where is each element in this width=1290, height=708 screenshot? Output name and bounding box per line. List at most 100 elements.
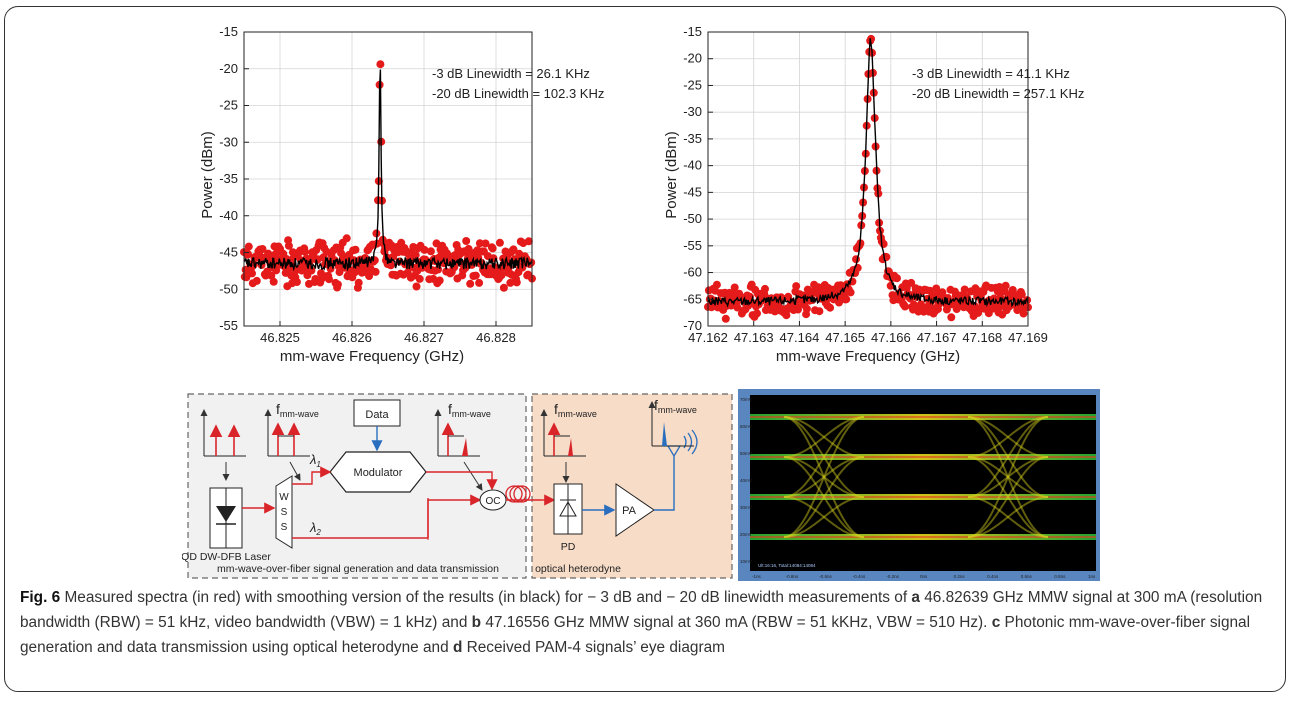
eye-y-tick: 20mV xyxy=(740,532,752,537)
x-tick-label: 46.825 xyxy=(260,330,300,345)
data-point xyxy=(386,261,395,270)
laser-diode-icon xyxy=(216,506,236,522)
eye-transition xyxy=(783,416,865,458)
data-point xyxy=(506,278,515,287)
chart-b-xlabel: mm-wave Frequency (GHz) xyxy=(776,348,960,365)
x-tick-label: 47.164 xyxy=(780,330,820,345)
data-point xyxy=(252,276,261,285)
y-tick-label: -45 xyxy=(219,245,238,260)
data-point xyxy=(846,288,855,297)
eye-transition xyxy=(967,456,1049,498)
data-point xyxy=(761,284,769,293)
fmm-label-2: fmm-wave xyxy=(448,401,491,419)
plot-frame xyxy=(243,31,533,327)
spectrum-icon-fmm-1: fmm-wave xyxy=(264,401,319,457)
eye-transition xyxy=(967,496,1049,538)
data-point xyxy=(325,275,333,284)
data-point xyxy=(499,283,508,292)
chart-a-xlabel: mm-wave Frequency (GHz) xyxy=(280,348,464,365)
data-point xyxy=(509,245,518,254)
data-point xyxy=(815,307,824,316)
y-tick-label: -60 xyxy=(683,265,702,280)
data-label: Data xyxy=(365,409,389,421)
y-tick-label: -20 xyxy=(219,61,238,76)
data-point xyxy=(893,274,901,283)
data-point xyxy=(412,282,421,291)
data-point xyxy=(475,278,484,287)
y-tick-label: -55 xyxy=(683,238,702,253)
spectrum-icon-fmm-blue: fmm-wave xyxy=(648,397,697,447)
data-point xyxy=(351,245,360,254)
data-point xyxy=(307,266,316,275)
data-point xyxy=(901,302,909,311)
data-point xyxy=(462,237,471,245)
data-point xyxy=(495,238,504,247)
lambda1-label: λ1 xyxy=(309,452,321,469)
eye-transition xyxy=(783,416,865,498)
wss-letter-2: S xyxy=(281,507,288,518)
eye-screen xyxy=(750,395,1096,571)
y-tick-label: -25 xyxy=(683,77,702,92)
eye-x-tick: 0.6ns xyxy=(1021,574,1033,579)
spectrum-icon-fmm-3: fmm-wave xyxy=(540,401,597,457)
eye-transition xyxy=(783,456,865,498)
eye-x-tick: 0ns xyxy=(920,574,928,579)
data-point xyxy=(782,311,791,320)
data-point xyxy=(354,278,363,287)
data-point xyxy=(852,255,860,264)
data-point xyxy=(712,280,721,289)
eye-traces xyxy=(750,414,1096,540)
y-tick-label: -20 xyxy=(683,51,702,66)
data-point xyxy=(471,271,480,280)
eye-transition xyxy=(783,416,865,498)
x-tick-label: 47.167 xyxy=(917,330,957,345)
caption-text-5: Received PAM-4 signals’ eye diagram xyxy=(462,639,725,656)
chart-a: -15 -20 -25 -30 -35 -40 -45 -50 -55 46.825 46.826 4… xyxy=(199,24,604,365)
pd-label: PD xyxy=(561,541,576,553)
figure-frame xyxy=(4,6,1286,692)
wss-letter-3: S xyxy=(281,522,288,533)
data-point xyxy=(420,245,429,254)
caption-text-4: Photonic mm-wave-over-fiber signal gener… xyxy=(20,614,1251,656)
chart-b-annotation-1: -3 dB Linewidth = 41.1 KHz xyxy=(912,66,1070,81)
caption-text-1: Measured spectra (in red) with smoothing… xyxy=(60,589,912,606)
data-point xyxy=(415,274,424,283)
lambda2-label: λ2 xyxy=(309,520,321,537)
data-point xyxy=(524,237,533,246)
eye-transition xyxy=(967,456,1049,538)
eye-transition xyxy=(783,456,865,538)
y-tick-label: -70 xyxy=(683,318,702,333)
eye-transition xyxy=(967,456,1049,498)
eye-transition xyxy=(967,496,1049,538)
data-point xyxy=(730,283,739,292)
x-tick-label: 47.169 xyxy=(1008,330,1048,345)
data-point xyxy=(497,271,506,280)
eye-x-tick: 0.8ns xyxy=(1054,574,1066,579)
wss-block xyxy=(275,475,293,549)
data-point xyxy=(466,279,475,288)
eye-x-tick: 1ns xyxy=(1088,574,1096,579)
data-point xyxy=(342,234,351,243)
data-point xyxy=(947,313,956,322)
data-point xyxy=(244,242,253,251)
data-point xyxy=(269,277,278,286)
y-tick-label: -50 xyxy=(683,211,702,226)
eye-y-tick: 40mV xyxy=(740,478,752,483)
data-point xyxy=(267,271,276,280)
data-point xyxy=(376,60,385,69)
eye-x-tick: -0.6ns xyxy=(819,574,832,579)
eye-transition xyxy=(967,416,1049,498)
y-tick-label: -65 xyxy=(683,291,702,306)
eye-transition xyxy=(783,416,865,538)
eye-transition xyxy=(967,416,1049,498)
eye-y-tick: 30mV xyxy=(740,505,752,510)
caption-a: a xyxy=(911,589,920,606)
eye-transition xyxy=(967,416,1049,538)
y-tick-label: -35 xyxy=(683,131,702,146)
data-point xyxy=(335,268,344,277)
data-point xyxy=(330,256,339,265)
x-tick-label: 46.827 xyxy=(404,330,444,345)
fmm-label-1: fmm-wave xyxy=(276,401,319,419)
plot-frame xyxy=(707,31,1029,327)
data-point xyxy=(248,269,256,278)
